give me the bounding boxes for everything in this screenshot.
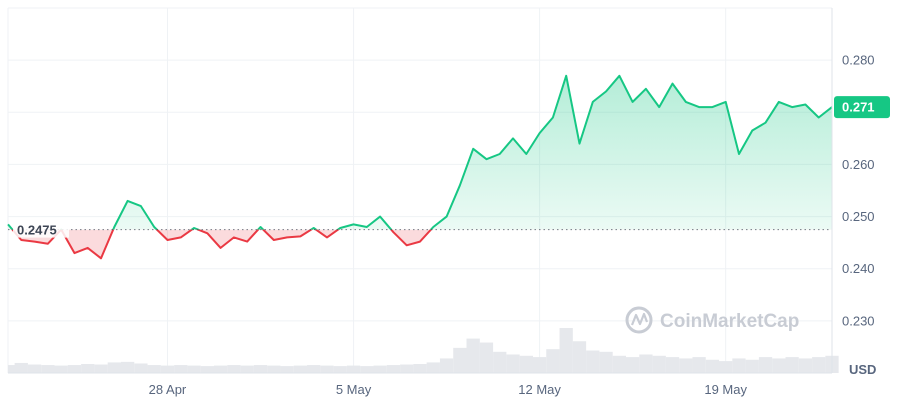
baseline-label-bg bbox=[13, 221, 69, 238]
volume-bar bbox=[453, 347, 467, 373]
volume-bar bbox=[400, 364, 414, 373]
volume-bar bbox=[253, 365, 268, 373]
price-area bbox=[8, 75, 832, 259]
volume-bar bbox=[360, 366, 374, 373]
volume-bar bbox=[758, 357, 773, 373]
volume-bar bbox=[293, 365, 308, 373]
coinmarketcap-logo-icon bbox=[625, 306, 653, 334]
x-axis-ticks: 28 Apr 5 May 12 May 19 May bbox=[149, 382, 748, 397]
volume-bar bbox=[679, 358, 693, 373]
volume-bar bbox=[174, 365, 188, 373]
volume-bar bbox=[147, 365, 161, 373]
volume-bar bbox=[120, 361, 135, 373]
volume-bar bbox=[214, 365, 228, 373]
x-tick-label: 19 May bbox=[704, 382, 747, 397]
volume-bar bbox=[27, 364, 42, 373]
last-price-badge bbox=[834, 96, 890, 119]
y-tick-label: 0.230 bbox=[842, 313, 875, 328]
volume-bar bbox=[665, 357, 680, 373]
volume-bar bbox=[772, 358, 786, 373]
volume-bar bbox=[67, 365, 82, 373]
volume-bar bbox=[532, 357, 547, 373]
volume-bar bbox=[692, 357, 706, 373]
volume-bar bbox=[493, 351, 507, 373]
volume-bar bbox=[732, 358, 746, 373]
volume-bar bbox=[280, 366, 294, 373]
y-tick-label: 0.250 bbox=[842, 209, 875, 224]
volume-bar bbox=[626, 357, 640, 373]
volume-bar bbox=[519, 355, 533, 373]
volume-bar bbox=[599, 351, 613, 373]
volume-bars bbox=[8, 328, 839, 373]
volume-bar bbox=[54, 365, 68, 373]
volume-bar bbox=[14, 362, 28, 373]
volume-bar bbox=[546, 349, 560, 373]
x-tick-label: 28 Apr bbox=[149, 382, 187, 397]
volume-bar bbox=[719, 361, 733, 373]
volume-bar bbox=[612, 355, 626, 373]
price-line-up[interactable] bbox=[7, 74, 833, 258]
volume-bar bbox=[413, 364, 427, 373]
y-tick-label: 0.260 bbox=[842, 157, 875, 172]
volume-bar bbox=[586, 350, 600, 373]
volume-bar bbox=[785, 357, 799, 373]
volume-bar bbox=[240, 365, 254, 373]
volume-bar bbox=[506, 354, 520, 373]
volume-bar bbox=[652, 355, 666, 373]
x-tick-label: 5 May bbox=[336, 382, 372, 397]
volume-bar bbox=[200, 366, 214, 373]
x-tick-label: 12 May bbox=[518, 382, 561, 397]
volume-bar bbox=[426, 362, 440, 373]
volume-bar bbox=[798, 358, 813, 373]
currency-label: USD bbox=[849, 362, 876, 377]
volume-bar bbox=[107, 362, 121, 373]
watermark-text: CoinMarketCap bbox=[660, 311, 799, 332]
volume-bar bbox=[479, 342, 494, 373]
volume-bar bbox=[639, 354, 653, 373]
last-price-tag: 0.271 bbox=[834, 96, 890, 119]
volume-bar bbox=[8, 365, 22, 373]
y-tick-label: 0.280 bbox=[842, 53, 875, 68]
watermark: CoinMarketCap bbox=[625, 306, 799, 334]
volume-bar bbox=[307, 365, 321, 373]
volume-bar bbox=[187, 365, 201, 373]
volume-bar bbox=[466, 338, 480, 373]
volume-bar bbox=[812, 357, 826, 373]
volume-bar bbox=[267, 365, 281, 373]
baseline-label: 0.2475 bbox=[17, 223, 57, 238]
volume-bar bbox=[227, 365, 241, 373]
last-price-value: 0.271 bbox=[842, 100, 875, 115]
volume-bar bbox=[134, 363, 148, 373]
price-line-down[interactable] bbox=[8, 76, 832, 260]
volume-bar bbox=[41, 365, 55, 373]
volume-bar bbox=[386, 365, 401, 373]
price-line[interactable] bbox=[7, 74, 833, 260]
volume-bar bbox=[333, 366, 347, 373]
volume-bar bbox=[346, 365, 361, 373]
volume-bar bbox=[320, 365, 334, 373]
volume-bar bbox=[745, 359, 759, 373]
price-area-up bbox=[8, 75, 832, 230]
volume-bar bbox=[373, 365, 387, 373]
volume-bar bbox=[439, 358, 454, 373]
volume-bar bbox=[160, 365, 175, 373]
volume-bar bbox=[94, 364, 108, 373]
volume-bar bbox=[559, 328, 573, 373]
y-tick-label: 0.240 bbox=[842, 261, 875, 276]
volume-bar bbox=[705, 359, 720, 373]
volume-bar bbox=[81, 364, 95, 373]
volume-bar bbox=[572, 341, 587, 373]
